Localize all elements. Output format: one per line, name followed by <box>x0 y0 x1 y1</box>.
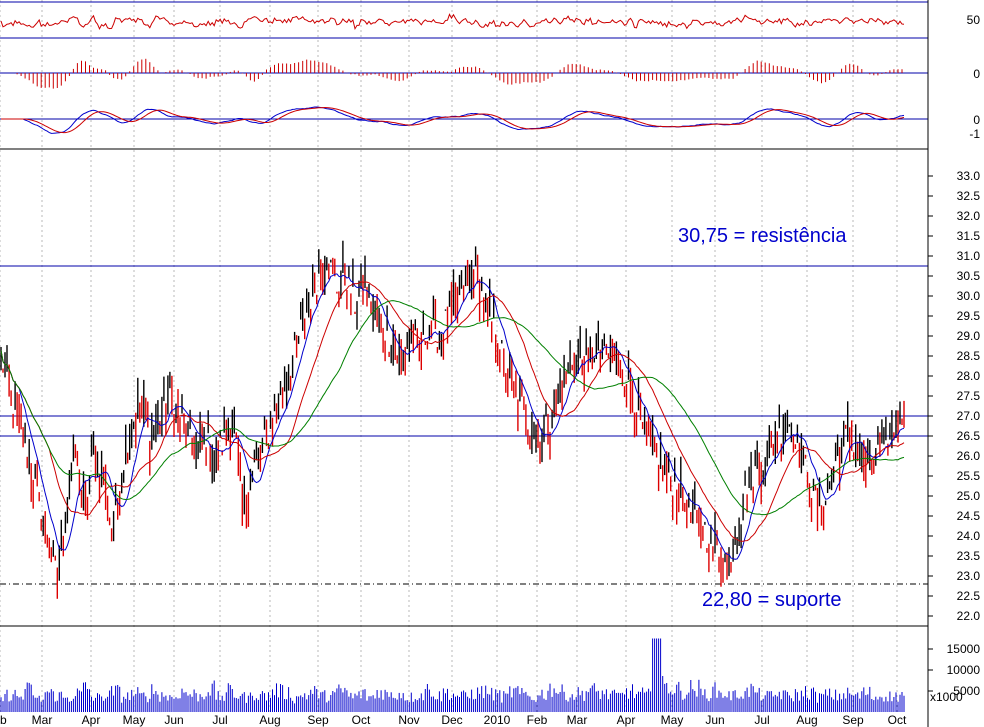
price-panel <box>0 240 928 627</box>
price-tick-label: 26.5 <box>957 429 981 443</box>
support-label: 22,80 = suporte <box>702 589 842 611</box>
month-label: Nov <box>398 713 419 727</box>
sma-long-line <box>0 300 905 516</box>
month-label: Jul <box>212 713 227 727</box>
oscillator-line <box>0 13 905 30</box>
month-label: Mar <box>32 713 53 727</box>
price-tick-label: 29.5 <box>957 309 981 323</box>
month-label: Aug <box>259 713 280 727</box>
price-tick-label: 27.5 <box>957 389 981 403</box>
price-tick-label: 29.0 <box>957 329 981 343</box>
price-tick-label: 32.0 <box>957 209 981 223</box>
volume-tick-label: 15000 <box>947 642 981 656</box>
resistance-label: 30,75 = resistência <box>678 225 847 247</box>
price-tick-label: 32.5 <box>957 189 981 203</box>
price-tick-label: 23.5 <box>957 549 981 563</box>
month-label: Apr <box>617 713 636 727</box>
month-label: Apr <box>82 713 101 727</box>
month-label: Sep <box>307 713 329 727</box>
hist-tick-label: 0 <box>973 67 980 81</box>
price-tick-label: 23.0 <box>957 569 981 583</box>
month-label: Mar <box>567 713 588 727</box>
month-label: Jun <box>705 713 724 727</box>
month-label: eb <box>0 713 7 727</box>
price-tick-label: 30.5 <box>957 269 981 283</box>
month-label: Jul <box>754 713 769 727</box>
price-tick-label: 24.5 <box>957 509 981 523</box>
price-tick-label: 28.5 <box>957 349 981 363</box>
month-label: Sep <box>842 713 864 727</box>
price-tick-label: 22.5 <box>957 589 981 603</box>
price-tick-label: 25.0 <box>957 489 981 503</box>
osc-tick-label: 50 <box>967 13 981 27</box>
macd-tick-label: -1 <box>969 127 980 141</box>
price-tick-label: 27.0 <box>957 409 981 423</box>
price-tick-label: 28.0 <box>957 369 981 383</box>
macd-panel: 0-1 <box>0 106 980 150</box>
month-label: May <box>661 713 684 727</box>
price-tick-label: 31.0 <box>957 249 981 263</box>
sma-short-line <box>0 273 905 560</box>
macd-signal-line <box>1 106 905 134</box>
month-label: May <box>123 713 146 727</box>
price-tick-label: 24.0 <box>957 529 981 543</box>
histogram-panel: 0 <box>0 58 980 89</box>
macd-tick-label: 0 <box>973 113 980 127</box>
oscillator-panel: 50 <box>0 1 981 39</box>
price-tick-label: 26.0 <box>957 449 981 463</box>
price-tick-label: 25.5 <box>957 469 981 483</box>
sma-medium-line <box>0 281 905 542</box>
month-labels: eb Mar Apr May Jun Jul Aug Sep Oct Nov Dec 2010 Feb M… <box>0 713 907 727</box>
month-label: Oct <box>352 713 371 727</box>
month-label: Dec <box>441 713 462 727</box>
price-tick-label: 31.5 <box>957 229 981 243</box>
month-label: Jun <box>164 713 183 727</box>
price-tick-label: 22.0 <box>957 609 981 623</box>
month-label: Aug <box>796 713 817 727</box>
right-axis-labels: 33.0 32.5 32.0 31.5 31.0 30.5 30.0 29.5 29.0 28.5… <box>928 169 980 623</box>
month-label: Feb <box>527 713 548 727</box>
month-label: Oct <box>888 713 907 727</box>
volume-tick-label: 5000 <box>953 684 980 698</box>
price-tick-label: 33.0 <box>957 169 981 183</box>
month-label: 2010 <box>484 713 511 727</box>
volume-unit-label: x1000 <box>930 690 963 704</box>
volume-tick-label: 10000 <box>947 663 981 677</box>
price-tick-label: 30.0 <box>957 289 981 303</box>
